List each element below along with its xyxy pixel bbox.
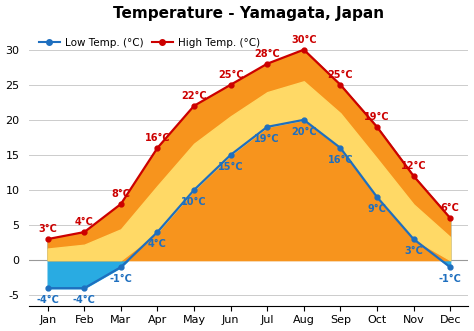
High Temp. (°C) — [337, 83, 343, 87]
Low Temp. (°C) — [374, 195, 380, 199]
Low Temp. (°C) — [301, 118, 307, 122]
Text: 12°C: 12°C — [401, 161, 427, 171]
Text: 6°C: 6°C — [441, 203, 460, 213]
Low Temp. (°C) — [155, 230, 160, 234]
High Temp. (°C) — [191, 104, 197, 108]
Text: 4°C: 4°C — [148, 239, 167, 249]
High Temp. (°C) — [447, 216, 453, 220]
Text: 3°C: 3°C — [404, 246, 423, 257]
High Temp. (°C) — [410, 174, 416, 178]
Text: 19°C: 19°C — [255, 134, 280, 144]
Low Temp. (°C) — [82, 286, 87, 290]
Low Temp. (°C) — [447, 265, 453, 269]
Low Temp. (°C) — [264, 125, 270, 129]
Text: 8°C: 8°C — [111, 189, 130, 199]
Text: 15°C: 15°C — [218, 162, 244, 172]
Text: -4°C: -4°C — [73, 296, 96, 306]
Text: 25°C: 25°C — [328, 70, 353, 80]
Text: 16°C: 16°C — [145, 133, 170, 143]
Text: -1°C: -1°C — [439, 274, 462, 284]
Legend: Low Temp. (°C), High Temp. (°C): Low Temp. (°C), High Temp. (°C) — [35, 34, 264, 52]
Low Temp. (°C) — [410, 237, 416, 241]
Text: 16°C: 16°C — [328, 155, 353, 165]
Text: 22°C: 22°C — [181, 91, 207, 101]
Line: Low Temp. (°C): Low Temp. (°C) — [45, 118, 453, 291]
Text: 28°C: 28°C — [255, 49, 280, 59]
Text: 19°C: 19°C — [364, 112, 390, 122]
Text: 4°C: 4°C — [75, 217, 94, 227]
Text: 30°C: 30°C — [291, 35, 317, 45]
Low Temp. (°C) — [118, 265, 124, 269]
Text: 3°C: 3°C — [38, 224, 57, 234]
High Temp. (°C) — [264, 62, 270, 66]
High Temp. (°C) — [45, 237, 51, 241]
Low Temp. (°C) — [191, 188, 197, 192]
Text: -4°C: -4°C — [36, 296, 59, 306]
High Temp. (°C) — [301, 48, 307, 52]
Text: -1°C: -1°C — [109, 274, 132, 284]
Low Temp. (°C) — [337, 146, 343, 150]
Text: 25°C: 25°C — [218, 70, 244, 80]
Text: 9°C: 9°C — [367, 204, 386, 214]
Text: 20°C: 20°C — [291, 127, 317, 137]
Low Temp. (°C) — [45, 286, 51, 290]
Text: 10°C: 10°C — [181, 197, 207, 207]
High Temp. (°C) — [228, 83, 234, 87]
High Temp. (°C) — [82, 230, 87, 234]
High Temp. (°C) — [118, 202, 124, 206]
High Temp. (°C) — [374, 125, 380, 129]
Low Temp. (°C) — [228, 153, 234, 157]
High Temp. (°C) — [155, 146, 160, 150]
Line: High Temp. (°C): High Temp. (°C) — [45, 47, 453, 242]
Title: Temperature - Yamagata, Japan: Temperature - Yamagata, Japan — [113, 6, 384, 21]
